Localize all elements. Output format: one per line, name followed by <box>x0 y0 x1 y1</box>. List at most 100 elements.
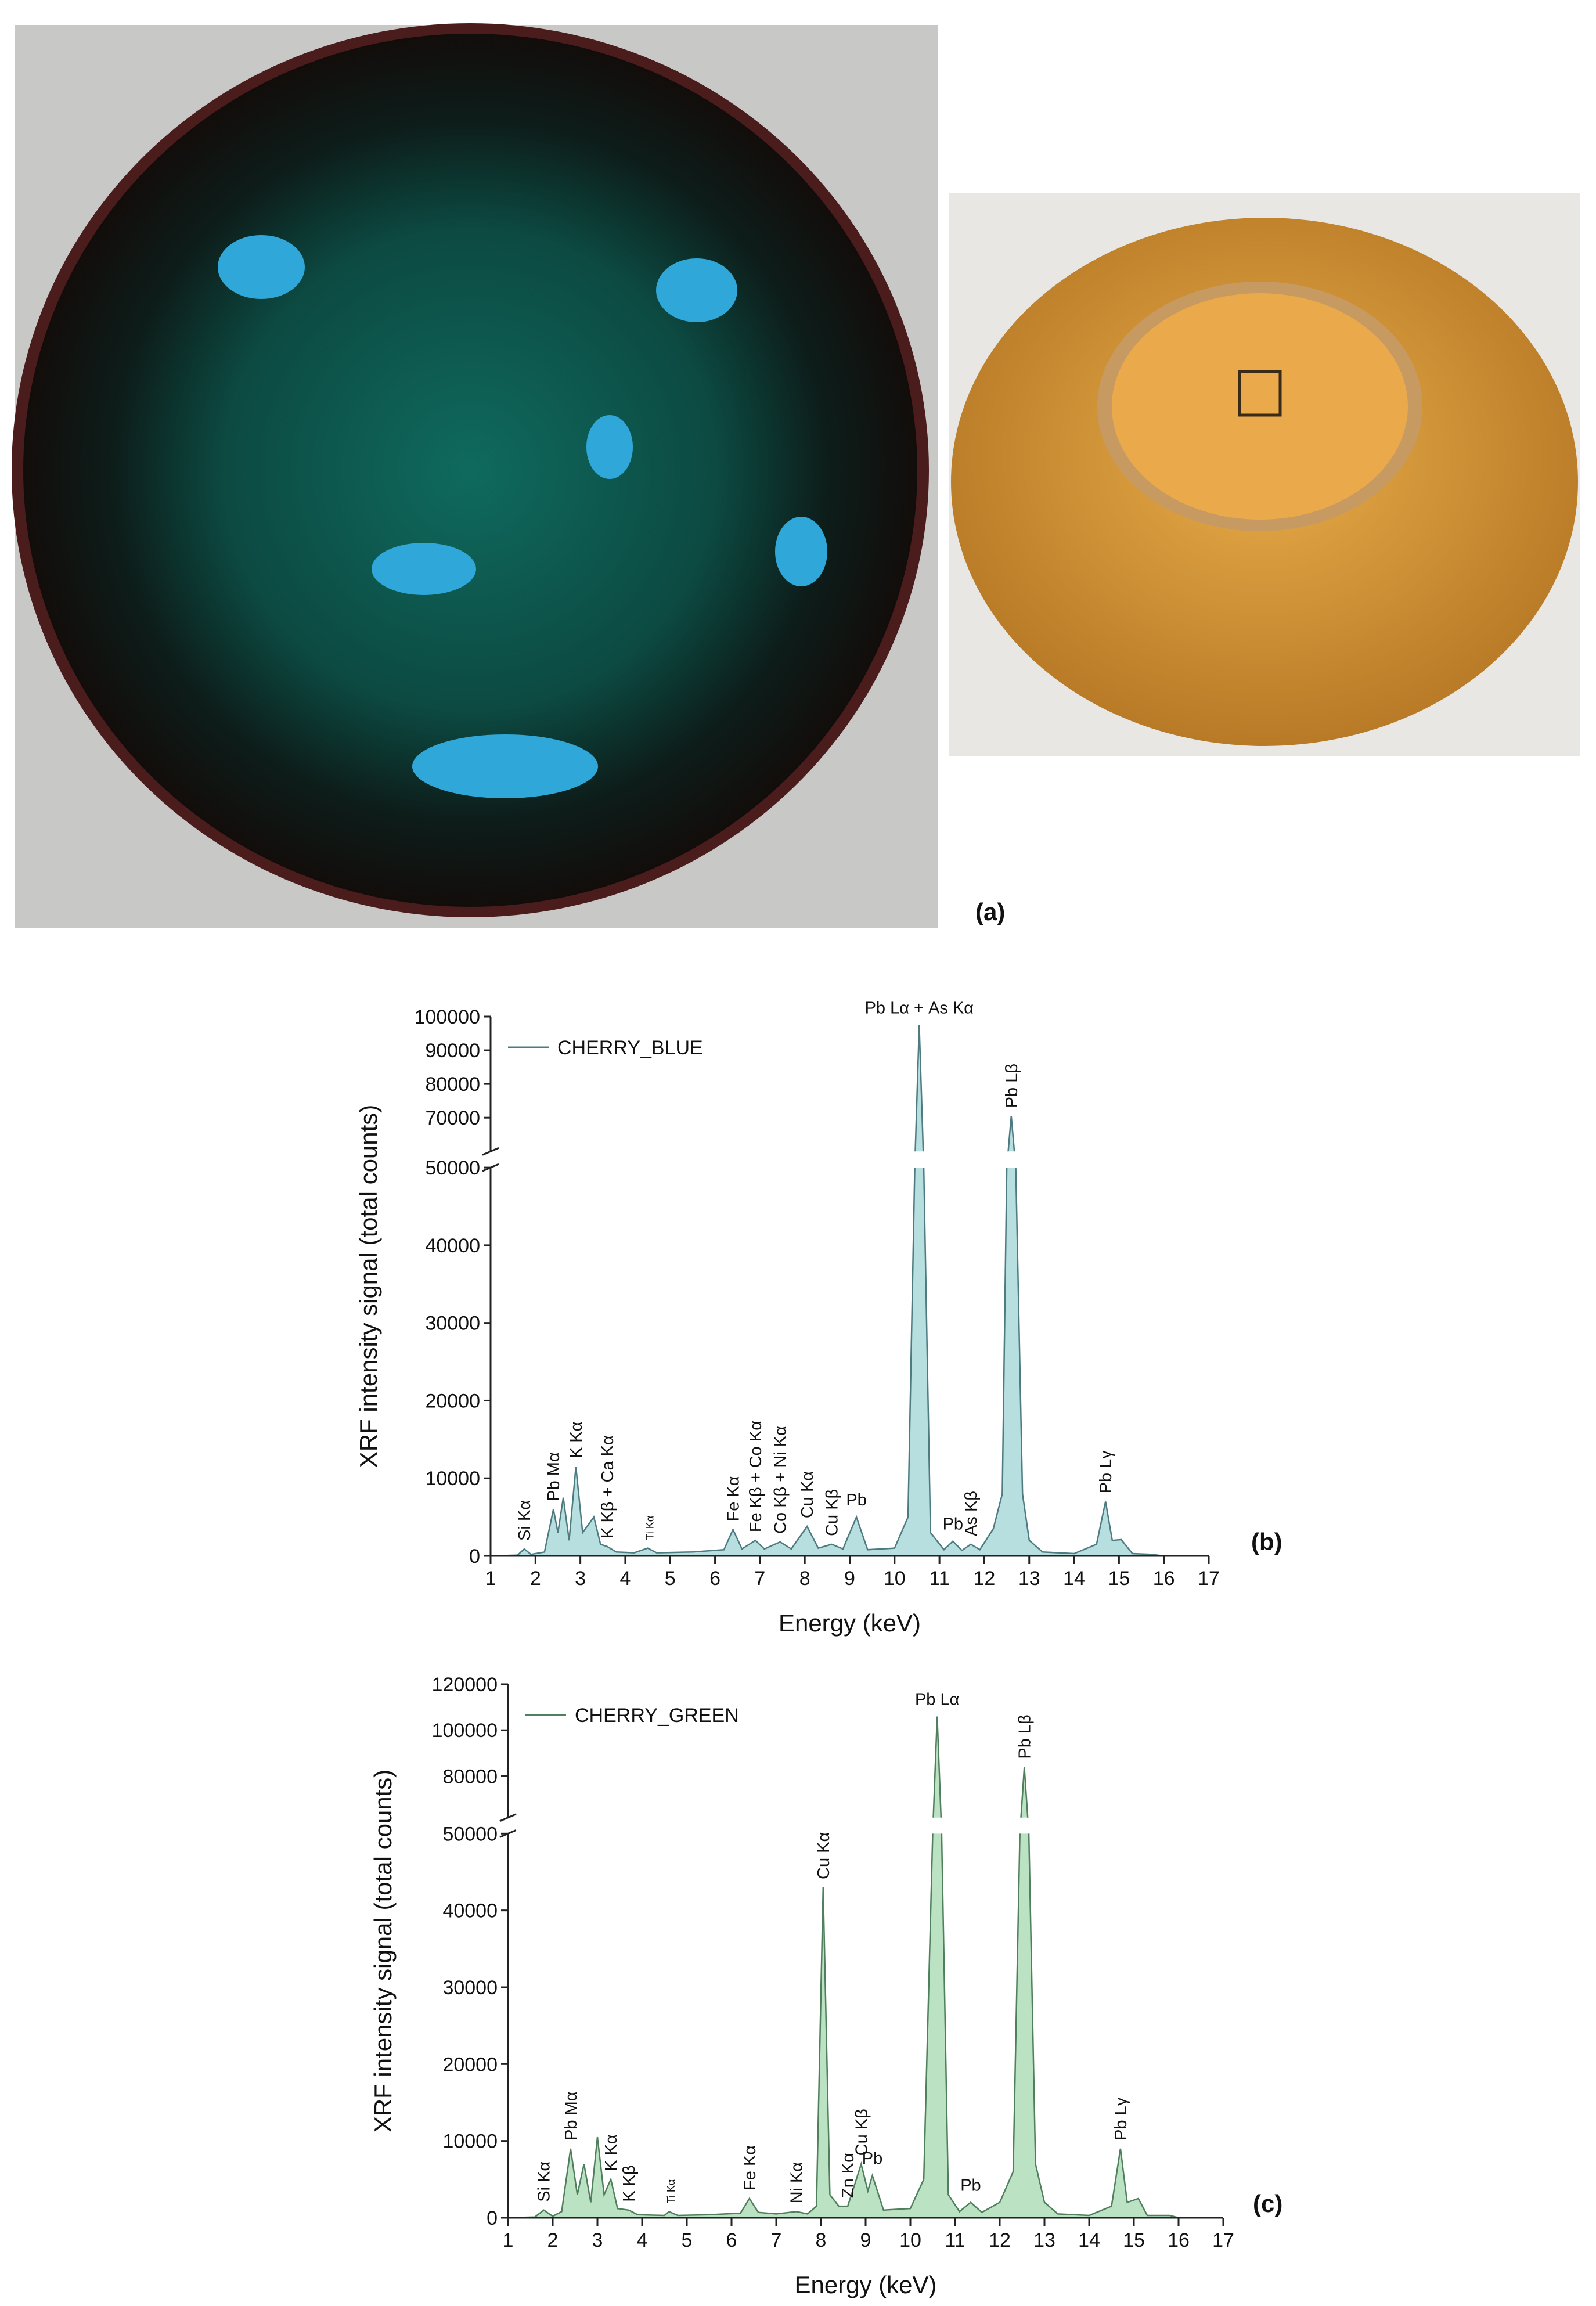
axis-break-gap <box>496 1817 1235 1834</box>
y-axis-label: XRF intensity signal (total counts) <box>355 1105 382 1468</box>
peak-label: Co Kβ + Ni Kα <box>772 1426 790 1534</box>
peak-label: Pb Lγ <box>1112 2097 1130 2141</box>
peak-label: Cu Kα <box>798 1471 817 1518</box>
x-tick-label: 7 <box>771 2229 782 2251</box>
x-tick-label: 5 <box>665 1568 676 1590</box>
peak-label: Cu Kβ <box>823 1489 842 1536</box>
peak-label: Si Kα <box>516 1500 534 1541</box>
x-tick-label: 17 <box>1198 1568 1220 1590</box>
peak-label: K Kβ + Ca Kα <box>599 1435 617 1538</box>
y-tick-label: 10000 <box>442 2131 498 2153</box>
x-tick-label: 16 <box>1153 1568 1175 1590</box>
peak-label: Ni Kα <box>788 2162 806 2204</box>
peak-label: K Kα <box>602 2134 621 2171</box>
peak-label: Cu Kβ <box>852 2109 871 2156</box>
y-tick-label: 80000 <box>425 1073 480 1096</box>
peak-label: Si Kα <box>535 2161 554 2202</box>
x-tick-label: 1 <box>503 2229 514 2251</box>
x-tick-label: 7 <box>754 1568 765 1590</box>
y-tick-label: 100000 <box>432 1720 498 1742</box>
x-tick-label: 4 <box>619 1568 631 1590</box>
x-tick-label: 11 <box>945 2229 965 2251</box>
y-tick-label: 50000 <box>425 1157 480 1179</box>
x-tick-label: 3 <box>592 2229 603 2251</box>
y-tick-label: 100000 <box>415 1006 480 1028</box>
photo-bowl <box>949 193 1580 756</box>
y-tick-label: 120000 <box>432 1674 498 1696</box>
panel-label: (a) <box>975 898 1005 925</box>
y-tick-label: 50000 <box>442 1823 498 1845</box>
peak-label: As Kβ <box>962 1491 981 1536</box>
y-tick-label: 40000 <box>425 1235 480 1257</box>
x-tick-label: 15 <box>1123 2229 1145 2251</box>
x-tick-label: 1 <box>485 1568 496 1590</box>
spectrum-area <box>490 1025 1164 1557</box>
x-tick-label: 8 <box>816 2229 827 2251</box>
x-tick-label: 11 <box>929 1568 949 1590</box>
peak-label: Pb <box>862 2149 882 2168</box>
peak-label: Pb Lα <box>915 1690 959 1709</box>
x-tick-label: 12 <box>974 1568 996 1590</box>
x-tick-label: 2 <box>547 2229 559 2251</box>
y-tick-label: 20000 <box>425 1390 480 1412</box>
panel-label: (c) <box>1253 2190 1282 2217</box>
x-tick-label: 9 <box>844 1568 855 1590</box>
peak-label: Pb Mα <box>562 2091 581 2140</box>
x-tick-label: 14 <box>1063 1568 1085 1590</box>
x-tick-label: 6 <box>726 2229 737 2251</box>
y-tick-label: 10000 <box>425 1468 480 1490</box>
legend-label: CHERRY_BLUE <box>557 1037 703 1059</box>
y-tick-label: 30000 <box>442 1977 498 1999</box>
peak-label: Pb Lβ <box>1003 1064 1021 1108</box>
y-tick-label: 0 <box>469 1545 480 1568</box>
x-tick-label: 13 <box>1033 2229 1055 2251</box>
peak-label: K Kα <box>567 1422 586 1459</box>
axis-break-mark <box>499 1813 517 1822</box>
x-tick-label: 15 <box>1108 1568 1130 1590</box>
y-tick-label: 0 <box>487 2207 498 2229</box>
x-tick-label: 4 <box>637 2229 648 2251</box>
peak-label: Fe Kα <box>724 1476 743 1522</box>
x-tick-label: 2 <box>530 1568 541 1590</box>
peak-label: Pb Lβ <box>1015 1714 1034 1759</box>
peak-label: Zn Kα <box>839 2153 858 2198</box>
x-tick-label: 13 <box>1018 1568 1040 1590</box>
y-tick-label: 70000 <box>425 1107 480 1129</box>
x-tick-label: 6 <box>709 1568 720 1590</box>
peak-label: Fe Kβ + Co Kα <box>747 1421 765 1532</box>
x-tick-label: 3 <box>575 1568 586 1590</box>
axis-break-gap <box>479 1151 1220 1168</box>
peak-label: Fe Kα <box>741 2145 759 2190</box>
x-axis-label: Energy (keV) <box>794 2271 936 2298</box>
peak-label: Pb Lα + As Kα <box>865 999 974 1018</box>
spectrum-area <box>507 1716 1179 2219</box>
peak-label: Pb Lγ <box>1097 1450 1115 1494</box>
peak-label: Cu Kα <box>815 1832 833 1879</box>
peak-label: Pb <box>943 1515 963 1534</box>
x-tick-label: 12 <box>989 2229 1011 2251</box>
y-axis-label: XRF intensity signal (total counts) <box>369 1770 397 2133</box>
x-tick-label: 8 <box>799 1568 810 1590</box>
axis-break-mark <box>482 1147 499 1156</box>
y-tick-label: 30000 <box>425 1313 480 1335</box>
peak-label: Ti Kα <box>665 2179 677 2204</box>
photo-plate <box>12 23 938 928</box>
legend-label: CHERRY_GREEN <box>575 1705 739 1727</box>
x-tick-label: 10 <box>884 1568 906 1590</box>
x-tick-label: 14 <box>1078 2229 1100 2251</box>
y-tick-label: 90000 <box>425 1040 480 1062</box>
y-tick-label: 20000 <box>442 2053 498 2076</box>
peak-label: Pb Mα <box>545 1452 563 1501</box>
x-tick-label: 10 <box>899 2229 921 2251</box>
peak-label: Pb <box>846 1491 866 1509</box>
y-tick-label: 80000 <box>442 1765 498 1788</box>
peak-label: Pb <box>960 2177 981 2195</box>
x-tick-label: 17 <box>1212 2229 1234 2251</box>
x-axis-label: Energy (keV) <box>779 1609 921 1637</box>
peak-label: K Kβ <box>620 2165 639 2201</box>
x-tick-label: 5 <box>682 2229 693 2251</box>
panel-label: (b) <box>1251 1528 1282 1555</box>
x-tick-label: 9 <box>860 2229 871 2251</box>
